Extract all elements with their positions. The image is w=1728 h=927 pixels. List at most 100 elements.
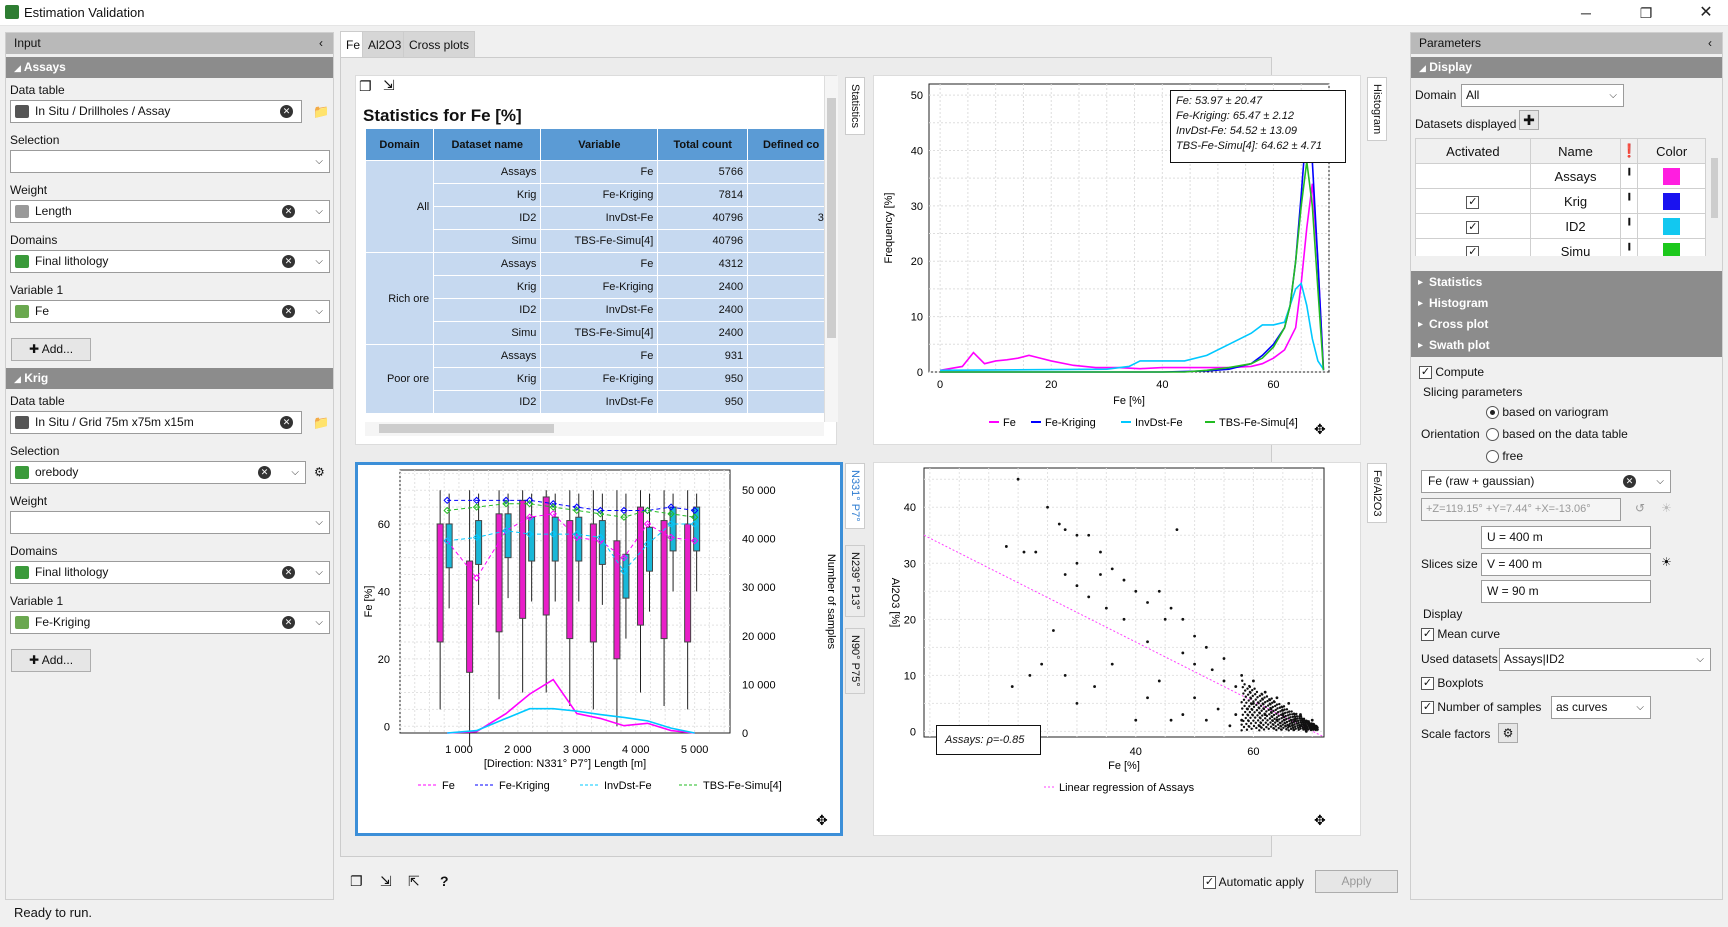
compute-checkbox[interactable]: ✓ Compute <box>1419 365 1484 380</box>
krig-add-button[interactable]: ✚ Add... <box>11 649 91 672</box>
used-datasets-select[interactable]: Assays|ID2 ⌵ <box>1499 648 1711 671</box>
chevron-down-icon[interactable]: ⌵ <box>1656 476 1664 487</box>
radio[interactable] <box>1486 428 1499 442</box>
orient-variogram-radio[interactable]: based on variogram <box>1486 405 1608 420</box>
collapse-left-icon[interactable]: ‹ <box>319 36 323 50</box>
chevron-down-icon[interactable]: ⌵ <box>1609 90 1617 101</box>
reset-icon[interactable]: ↺ <box>1635 501 1646 515</box>
scale-factors-button[interactable]: ⚙ <box>1498 723 1518 743</box>
clear-icon[interactable]: ✕ <box>258 466 271 479</box>
light-icon[interactable]: ☀ <box>1661 501 1672 515</box>
color-cell[interactable] <box>1637 238 1706 256</box>
color-swatch[interactable] <box>1663 167 1681 185</box>
chevron-down-icon[interactable]: ⌵ <box>291 467 299 478</box>
clear-icon[interactable]: ✕ <box>282 566 295 579</box>
krig-variable-field[interactable]: Fe-Kriging ✕ ⌵ <box>10 611 330 634</box>
column-header[interactable]: ❗ <box>1620 138 1639 164</box>
section-statistics[interactable]: Statistics <box>1411 271 1722 294</box>
activated-cell[interactable]: ✓ <box>1415 188 1531 214</box>
auto-apply-checkbox[interactable]: ✓ Automatic apply <box>1203 875 1304 890</box>
checkbox[interactable]: ✓ <box>1466 220 1480 234</box>
orient-free-radio[interactable]: free <box>1486 449 1523 464</box>
folder-icon[interactable]: 📁 <box>313 415 330 430</box>
assays-section-header[interactable]: ◢ Assays <box>6 57 333 78</box>
export-icon[interactable]: ⇱ <box>408 873 420 889</box>
checkbox[interactable]: ✓ <box>1466 245 1480 256</box>
column-header[interactable]: Domain <box>365 128 435 161</box>
assays-selection-field[interactable]: ⌵ <box>10 150 330 173</box>
horizontal-scrollbar[interactable] <box>365 422 824 436</box>
krig-domains-field[interactable]: Final lithology ✕ ⌵ <box>10 561 330 584</box>
clear-icon[interactable]: ✕ <box>280 416 293 429</box>
activated-cell[interactable]: ✓ <box>1415 213 1531 239</box>
assays-data-table-field[interactable]: In Situ / Drillholes / Assay ✕ <box>10 100 302 123</box>
activated-cell[interactable] <box>1415 163 1531 189</box>
color-swatch[interactable] <box>1663 217 1681 235</box>
section-swath-plot[interactable]: Swath plot <box>1411 334 1722 357</box>
mean-curve-checkbox[interactable]: ✓ Mean curve <box>1421 627 1500 642</box>
display-section-header[interactable]: ◢ Display <box>1411 57 1722 78</box>
orientation-variable-select[interactable]: Fe (raw + gaussian) ✕ ⌵ <box>1421 470 1671 493</box>
add-dataset-button[interactable]: ✚ <box>1519 110 1539 130</box>
tab-histogram[interactable]: Histogram <box>1367 77 1387 142</box>
checkbox[interactable]: ✓ <box>1421 628 1434 642</box>
vertical-scrollbar[interactable] <box>824 76 838 422</box>
close-button[interactable]: ✕ <box>1699 4 1713 21</box>
clear-icon[interactable]: ✕ <box>282 255 295 268</box>
collapse-right-icon[interactable]: ‹ <box>1708 36 1712 50</box>
export-all-icon[interactable]: ⇲ <box>380 873 392 889</box>
color-cell[interactable] <box>1637 213 1706 239</box>
color-cell[interactable] <box>1637 188 1706 214</box>
column-header[interactable]: Dataset name <box>433 128 542 161</box>
tab-cross-plots[interactable]: Cross plots <box>403 31 476 57</box>
color-cell[interactable] <box>1637 163 1706 189</box>
section-cross-plot[interactable]: Cross plot <box>1411 313 1722 336</box>
assays-weight-field[interactable]: Length ✕ ⌵ <box>10 200 330 223</box>
clear-icon[interactable]: ✕ <box>282 616 295 629</box>
column-header[interactable]: Variable <box>540 128 659 161</box>
num-samples-checkbox[interactable]: ✓ Number of samples <box>1421 700 1541 715</box>
column-header[interactable]: Activated <box>1415 138 1531 164</box>
chevron-down-icon[interactable]: ⌵ <box>315 206 323 217</box>
folder-icon[interactable]: 📁 <box>313 104 330 119</box>
tab-fe-al2o3[interactable]: Fe/Al2O3 <box>1367 463 1387 524</box>
w-spinbox[interactable]: W = 90 m <box>1481 580 1651 603</box>
chevron-down-icon[interactable]: ⌵ <box>315 517 323 528</box>
krig-selection-field[interactable]: orebody ✕ ⌵ <box>10 461 306 484</box>
radio[interactable] <box>1486 406 1499 420</box>
window-icon[interactable]: ❐ <box>350 873 363 889</box>
assays-variable-field[interactable]: Fe ✕ ⌵ <box>10 300 330 323</box>
chevron-down-icon[interactable]: ⌵ <box>315 156 323 167</box>
checkbox[interactable]: ✓ <box>1421 677 1434 691</box>
column-header[interactable]: Total count <box>657 128 749 161</box>
radio[interactable] <box>1486 450 1499 464</box>
u-spinbox[interactable]: U = 400 m <box>1481 526 1651 549</box>
activated-cell[interactable]: ✓ <box>1415 238 1531 256</box>
checkbox[interactable]: ✓ <box>1466 195 1480 209</box>
tab-fe[interactable]: Fe <box>340 31 367 57</box>
checkbox[interactable]: ✓ <box>1421 701 1434 715</box>
boxplots-checkbox[interactable]: ✓ Boxplots <box>1421 676 1483 691</box>
column-header[interactable]: Defined co <box>747 128 824 161</box>
num-samples-mode-select[interactable]: as curves ⌵ <box>1551 696 1651 719</box>
tab-al2o3[interactable]: Al2O3 <box>362 31 408 57</box>
checkbox[interactable]: ✓ <box>1203 876 1216 890</box>
chevron-down-icon[interactable]: ⌵ <box>315 617 323 628</box>
color-swatch[interactable] <box>1663 192 1681 210</box>
krig-weight-field[interactable]: ⌵ <box>10 511 330 534</box>
krig-data-table-field[interactable]: In Situ / Grid 75m x75m x15m ✕ <box>10 411 302 434</box>
chevron-down-icon[interactable]: ⌵ <box>315 306 323 317</box>
clear-icon[interactable]: ✕ <box>1623 475 1636 488</box>
chevron-down-icon[interactable]: ⌵ <box>315 567 323 578</box>
chevron-down-icon[interactable]: ⌵ <box>315 256 323 267</box>
chevron-down-icon[interactable]: ⌵ <box>1696 654 1704 665</box>
maximize-button[interactable]: ❐ <box>1639 5 1653 21</box>
tab-swath-n239[interactable]: N239° P13° <box>845 545 865 617</box>
clear-icon[interactable]: ✕ <box>282 305 295 318</box>
color-swatch[interactable] <box>1663 242 1681 256</box>
column-header[interactable]: Color <box>1637 138 1706 164</box>
assays-domains-field[interactable]: Final lithology ✕ ⌵ <box>10 250 330 273</box>
filter-edit-icon[interactable]: ⚙ <box>314 465 325 479</box>
orient-datatable-radio[interactable]: based on the data table <box>1486 427 1628 442</box>
apply-button[interactable]: Apply <box>1315 870 1398 893</box>
